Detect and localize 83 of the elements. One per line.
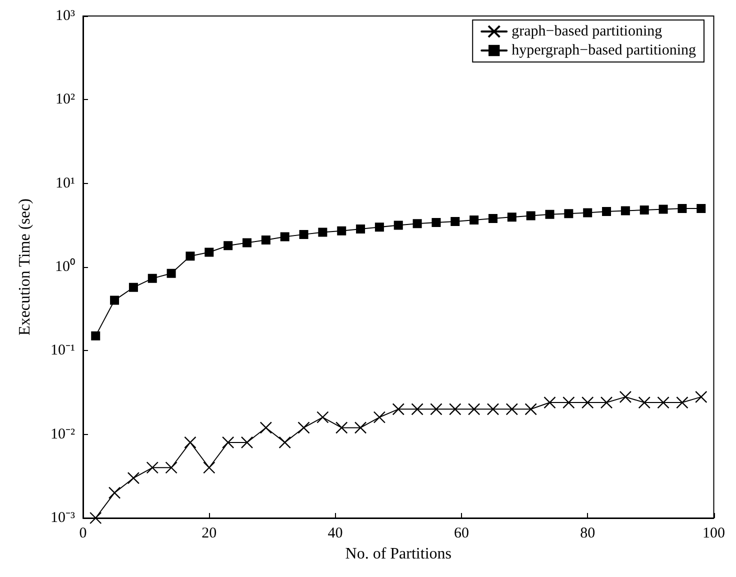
point xyxy=(507,212,516,222)
point xyxy=(91,331,100,340)
point xyxy=(240,436,254,449)
point xyxy=(337,226,346,236)
x-tick-label: 80 xyxy=(580,526,596,542)
y-axis-title: Execution Time (sec) xyxy=(16,198,34,336)
point xyxy=(394,220,403,230)
point xyxy=(184,436,196,449)
point xyxy=(486,403,500,416)
point xyxy=(203,462,216,474)
point xyxy=(657,396,670,409)
point xyxy=(108,486,121,499)
y-tick-label: 10⁰ xyxy=(55,258,75,275)
point xyxy=(450,216,460,226)
point xyxy=(127,472,140,484)
point xyxy=(299,230,308,239)
point xyxy=(488,214,498,223)
point xyxy=(619,390,632,404)
point xyxy=(411,403,424,416)
point xyxy=(526,211,536,220)
point xyxy=(676,396,688,409)
point xyxy=(146,462,158,474)
x-tick-label: 0 xyxy=(79,526,87,542)
point xyxy=(432,218,441,228)
point xyxy=(658,204,668,214)
point xyxy=(524,403,537,416)
point xyxy=(336,422,348,434)
y-tick-label: 10⁻¹ xyxy=(50,342,75,359)
point xyxy=(392,403,404,416)
point xyxy=(261,236,270,245)
point xyxy=(278,436,291,449)
point xyxy=(562,396,575,409)
point xyxy=(430,403,442,416)
point xyxy=(640,206,649,215)
point xyxy=(186,252,195,261)
legend-label: hypergraph−based partitioning xyxy=(512,42,696,58)
point xyxy=(582,396,594,409)
point xyxy=(696,204,706,214)
point xyxy=(165,462,178,474)
point xyxy=(316,411,329,424)
legend-label: graph−based partitioning xyxy=(512,24,663,40)
point xyxy=(602,207,612,216)
point xyxy=(242,238,252,248)
point xyxy=(260,422,272,434)
x-tick-label: 40 xyxy=(328,526,343,542)
point xyxy=(110,296,120,305)
y-tick-label: 10⁻² xyxy=(50,426,76,442)
point xyxy=(583,208,592,218)
point xyxy=(412,219,422,228)
point xyxy=(356,224,366,234)
point xyxy=(204,248,214,257)
y-tick-label: 10² xyxy=(56,92,76,108)
point xyxy=(222,436,234,449)
point xyxy=(449,403,462,416)
point xyxy=(468,403,480,416)
point xyxy=(600,396,613,409)
point xyxy=(90,512,102,524)
y-tick-label: 10¹ xyxy=(56,175,75,192)
point xyxy=(128,282,138,292)
point xyxy=(545,210,554,219)
y-tick-label: 10³ xyxy=(56,8,76,24)
point xyxy=(678,204,687,214)
point xyxy=(280,232,290,242)
point xyxy=(373,411,386,424)
point xyxy=(506,403,518,416)
point xyxy=(620,206,630,216)
x-tick-label: 60 xyxy=(454,526,469,542)
point xyxy=(298,422,310,434)
point xyxy=(148,274,157,283)
point xyxy=(166,268,176,278)
x-axis-title: No. of Partitions xyxy=(345,545,452,562)
point xyxy=(638,396,650,409)
point xyxy=(695,390,708,404)
point xyxy=(224,241,233,250)
x-tick-label: 100 xyxy=(702,526,725,542)
point xyxy=(374,222,384,232)
point xyxy=(354,422,367,434)
y-tick-label: 10⁻³ xyxy=(50,510,76,526)
point xyxy=(470,215,479,224)
point xyxy=(318,228,328,237)
x-tick-label: 20 xyxy=(202,526,217,542)
point xyxy=(544,396,556,409)
point xyxy=(564,209,574,218)
